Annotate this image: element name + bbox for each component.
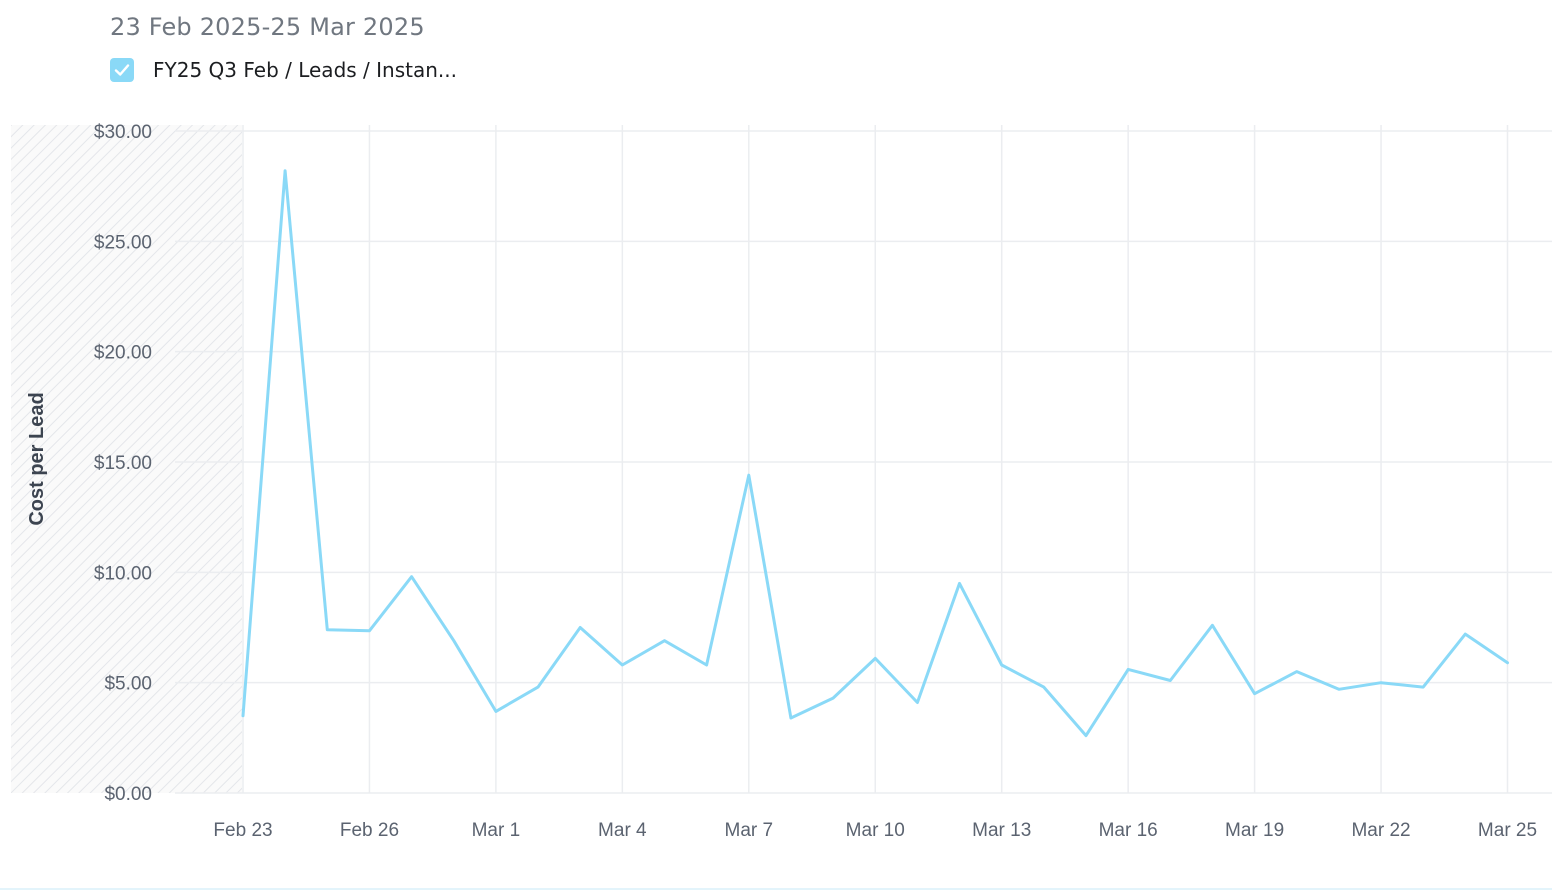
x-tick-label: Mar 19 — [1225, 820, 1284, 841]
out-of-range-hatch — [11, 125, 242, 793]
legend-checkbox[interactable] — [110, 58, 134, 82]
y-tick-label: $25.00 — [94, 232, 152, 253]
y-axis-label: Cost per Lead — [26, 392, 48, 525]
series-layer — [241, 169, 1509, 738]
y-tick-label: $30.00 — [94, 122, 152, 143]
checkmark-icon — [114, 64, 130, 76]
x-tick-label: Mar 7 — [725, 820, 774, 841]
x-tick-label: Mar 25 — [1478, 820, 1537, 841]
series-line — [241, 169, 1509, 738]
bottom-divider — [0, 888, 1552, 890]
x-gridlines — [242, 125, 1509, 793]
x-tick-label: Mar 10 — [846, 820, 905, 841]
legend-label: FY25 Q3 Feb / Leads / Instan... — [153, 58, 457, 82]
y-tick-label: $20.00 — [94, 343, 152, 364]
y-axis-ticks: $0.00 $5.00 $10.00 $15.00 $20.00 $25.00 $30.00 — [94, 122, 152, 805]
date-range-label: 23 Feb 2025-25 Mar 2025 — [110, 13, 425, 41]
x-tick-label: Feb 23 — [213, 820, 272, 841]
x-tick-label: Mar 13 — [972, 820, 1031, 841]
x-tick-label: Mar 16 — [1099, 820, 1158, 841]
x-tick-label: Mar 1 — [472, 820, 521, 841]
y-gridlines — [175, 130, 1552, 794]
y-tick-label: $5.00 — [104, 674, 152, 695]
legend-item[interactable]: FY25 Q3 Feb / Leads / Instan... — [110, 58, 457, 82]
y-tick-label: $0.00 — [104, 784, 152, 805]
x-tick-label: Mar 4 — [598, 820, 647, 841]
x-axis-ticks: Feb 23 Feb 26 Mar 1 Mar 4 Mar 7 Mar 10 Mar 13 M… — [213, 820, 1537, 841]
x-tick-label: Feb 26 — [340, 820, 399, 841]
y-tick-label: $15.00 — [94, 453, 152, 474]
x-tick-label: Mar 22 — [1351, 820, 1410, 841]
y-tick-label: $10.00 — [94, 563, 152, 584]
